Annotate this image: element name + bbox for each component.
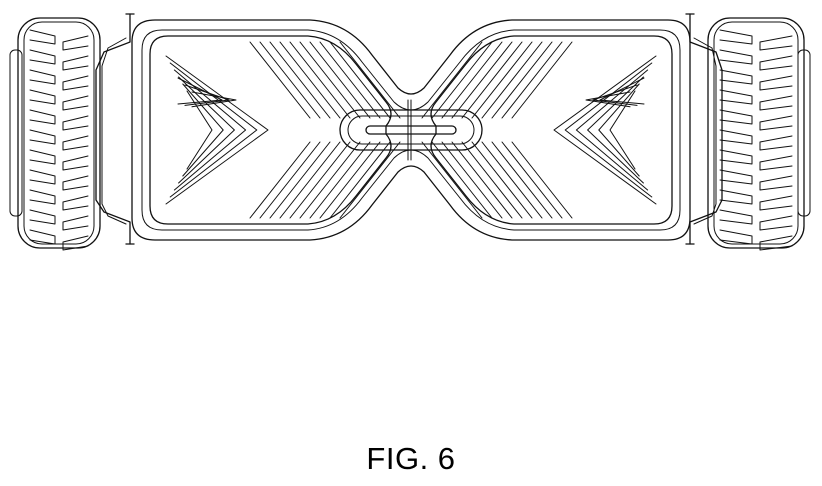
left-wheel-tread: [30, 30, 88, 250]
right-foot-pad: [422, 36, 672, 224]
hoverboard-top-view: [10, 14, 810, 250]
center-indicator: [340, 110, 482, 150]
right-pad-grooves: [422, 42, 656, 218]
left-fender: [96, 14, 134, 244]
left-pad-grooves: [166, 42, 400, 218]
right-wheel-tread: [720, 30, 792, 250]
right-fender: [686, 14, 722, 244]
figure-label: FIG. 6: [0, 441, 822, 477]
left-foot-pad: [150, 36, 400, 224]
right-wheel: [708, 18, 810, 250]
left-wheel: [10, 18, 100, 250]
